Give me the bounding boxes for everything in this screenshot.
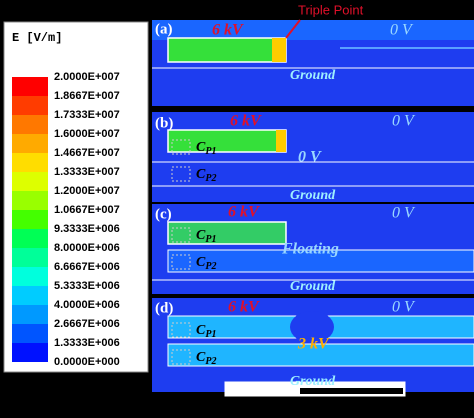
capacitor-box — [171, 227, 191, 243]
capacitor-box — [171, 139, 191, 155]
legend-label: 0.0000E+000 — [54, 356, 120, 368]
capacitance-symbol: C — [196, 140, 206, 155]
legend-swatch — [12, 286, 48, 305]
capacitance-subscript: P2 — [205, 356, 216, 367]
scale-bar-fill — [300, 388, 403, 394]
legend-label: 6.6667E+006 — [54, 261, 120, 273]
panel-a — [152, 20, 474, 106]
panel-label: (b) — [155, 115, 173, 131]
capacitor-box — [171, 166, 191, 182]
field — [152, 204, 474, 294]
legend-title: E [V/m] — [12, 31, 62, 45]
capacitor-box — [171, 322, 191, 338]
legend-swatch — [12, 191, 48, 210]
capacitance-label: CP1 — [196, 140, 216, 157]
capacitance-subscript: P2 — [205, 173, 216, 184]
legend-swatch — [12, 134, 48, 153]
panel-c — [152, 204, 474, 294]
capacitance-symbol: C — [196, 323, 206, 338]
legend-label: 2.6667E+006 — [54, 318, 120, 330]
legend-label: 1.2000E+007 — [54, 185, 120, 197]
capacitance-symbol: C — [196, 228, 206, 243]
legend-label: 9.3333E+006 — [54, 223, 120, 235]
annotation: Triple Point — [298, 2, 364, 17]
high-voltage: 6 kV — [212, 22, 244, 39]
legend-swatch — [12, 248, 48, 267]
panel-label: (a) — [155, 21, 173, 37]
panel-d — [152, 298, 474, 392]
electrode — [167, 37, 287, 63]
ground-label: Ground — [290, 68, 336, 83]
arrow — [285, 19, 301, 39]
legend: 2.0000E+007 1.8667E+007 1.7333E+007 1.6000E… — [12, 71, 120, 368]
high-voltage: 6 kV — [228, 299, 260, 316]
electrode — [167, 129, 287, 153]
hotspot — [276, 130, 286, 152]
capacitance-label: CP2 — [196, 255, 216, 272]
capacitance-subscript: P1 — [205, 234, 216, 245]
capacitance-label: CP1 — [196, 323, 216, 340]
electrode — [167, 221, 287, 245]
legend-label: 8.0000E+006 — [54, 242, 120, 254]
legend-swatch — [12, 343, 48, 362]
legend-swatch — [12, 77, 48, 96]
middle-label: Floating — [281, 241, 339, 258]
floating-layer — [167, 249, 474, 273]
gap — [290, 311, 334, 343]
legend-swatch — [12, 153, 48, 172]
legend-swatch — [12, 229, 48, 248]
middle-label: 3 kV — [297, 336, 330, 353]
low-voltage: 0 V — [392, 299, 416, 316]
legend-label: 1.0667E+007 — [54, 204, 120, 216]
legend-label: 1.3333E+007 — [54, 166, 120, 178]
ground-label: Ground — [290, 374, 336, 389]
ground-label: Ground — [290, 279, 336, 294]
capacitance-symbol: C — [196, 255, 206, 270]
panel-b — [152, 112, 474, 202]
low-voltage: 0 V — [392, 113, 416, 130]
field — [152, 112, 474, 202]
legend-label: 1.8667E+007 — [54, 90, 120, 102]
capacitor-box — [171, 254, 191, 270]
field — [152, 20, 474, 40]
panel-label: (d) — [155, 300, 173, 316]
legend-swatch — [12, 96, 48, 115]
high-voltage: 6 kV — [230, 113, 262, 130]
legend-label: 2.0000E+007 — [54, 71, 120, 83]
legend-label: 1.4667E+007 — [54, 147, 120, 159]
capacitance-label: CP1 — [196, 228, 216, 245]
legend-swatch — [12, 172, 48, 191]
ground-label: Ground — [290, 188, 336, 203]
capacitance-symbol: C — [196, 350, 206, 365]
legend-swatch — [12, 267, 48, 286]
legend-swatch — [12, 115, 48, 134]
legend-swatch — [12, 324, 48, 343]
legend-swatch — [12, 305, 48, 324]
capacitor-box — [171, 349, 191, 365]
middle-label: 0 V — [298, 149, 322, 166]
legend-label: 1.6000E+007 — [54, 128, 120, 140]
legend-label: 5.3333E+006 — [54, 280, 120, 292]
low-voltage: 0 V — [392, 205, 416, 222]
legend-label: 4.0000E+006 — [54, 299, 120, 311]
capacitance-label: CP2 — [196, 167, 216, 184]
legend-swatch — [12, 210, 48, 229]
high-voltage: 6 kV — [228, 204, 260, 221]
panel-label: (c) — [155, 206, 172, 222]
legend-label: 1.3333E+006 — [54, 337, 120, 349]
hotspot — [272, 38, 286, 62]
capacitance-label: CP2 — [196, 350, 216, 367]
legend-label: 1.7333E+007 — [54, 109, 120, 121]
capacitance-subscript: P2 — [205, 261, 216, 272]
capacitance-symbol: C — [196, 167, 206, 182]
middle-layer — [167, 343, 474, 367]
capacitance-subscript: P1 — [205, 146, 216, 157]
low-voltage: 0 V — [390, 22, 414, 39]
capacitance-subscript: P1 — [205, 329, 216, 340]
